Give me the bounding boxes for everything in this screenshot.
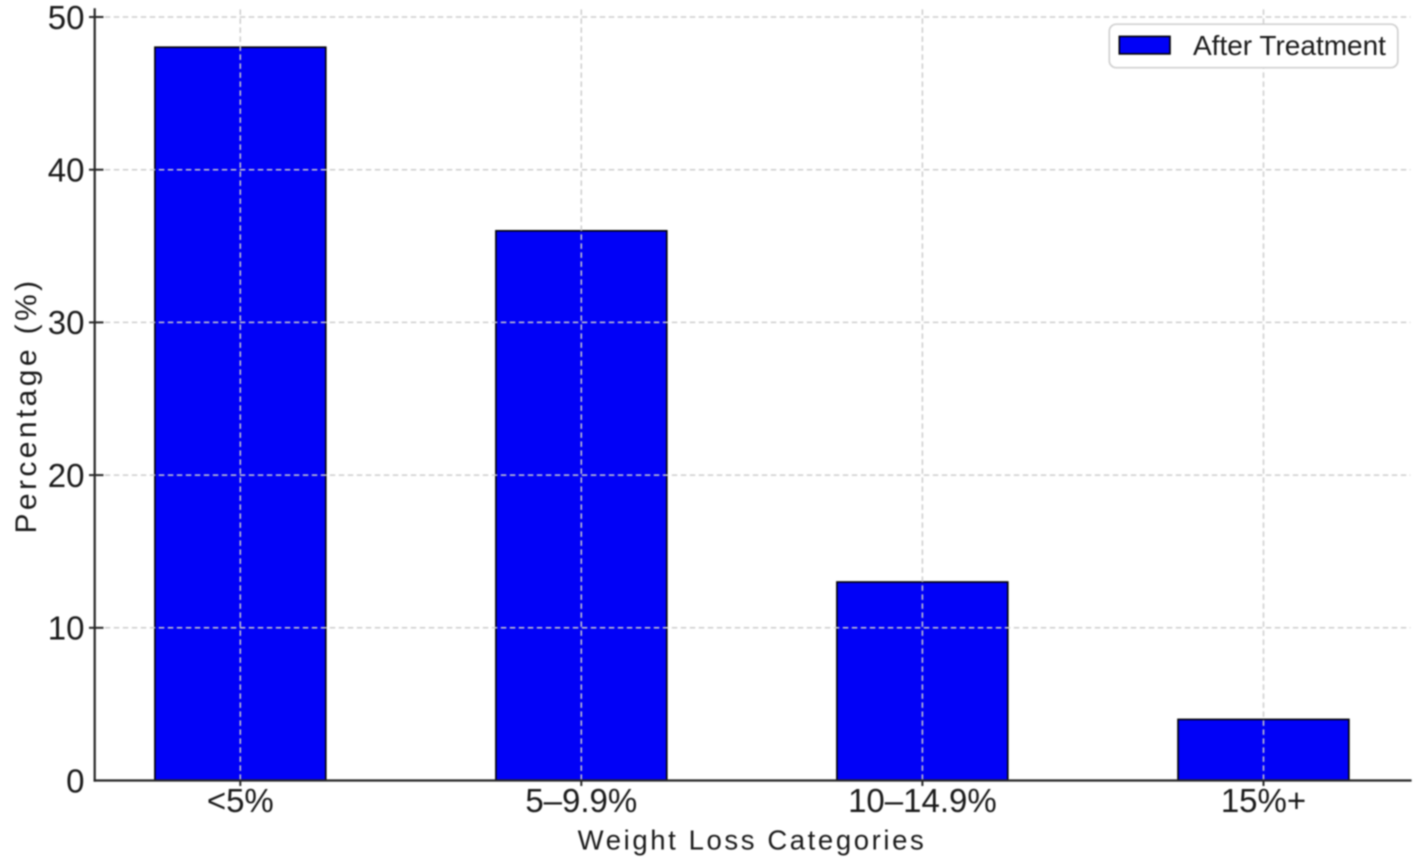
svg-text:Percentage (%): Percentage (%) <box>10 277 43 533</box>
svg-text:40: 40 <box>48 152 85 189</box>
svg-text:Weight Loss Categories: Weight Loss Categories <box>578 825 927 856</box>
svg-text:20: 20 <box>48 457 85 494</box>
svg-text:30: 30 <box>48 304 85 341</box>
svg-text:After Treatment: After Treatment <box>1193 30 1386 61</box>
svg-text:50: 50 <box>48 0 85 36</box>
svg-text:15%+: 15%+ <box>1221 782 1306 819</box>
svg-text:0: 0 <box>66 762 84 799</box>
svg-text:<5%: <5% <box>207 782 274 819</box>
svg-text:5–9.9%: 5–9.9% <box>525 782 637 819</box>
svg-text:10: 10 <box>48 610 85 647</box>
svg-text:10–14.9%: 10–14.9% <box>848 782 997 819</box>
